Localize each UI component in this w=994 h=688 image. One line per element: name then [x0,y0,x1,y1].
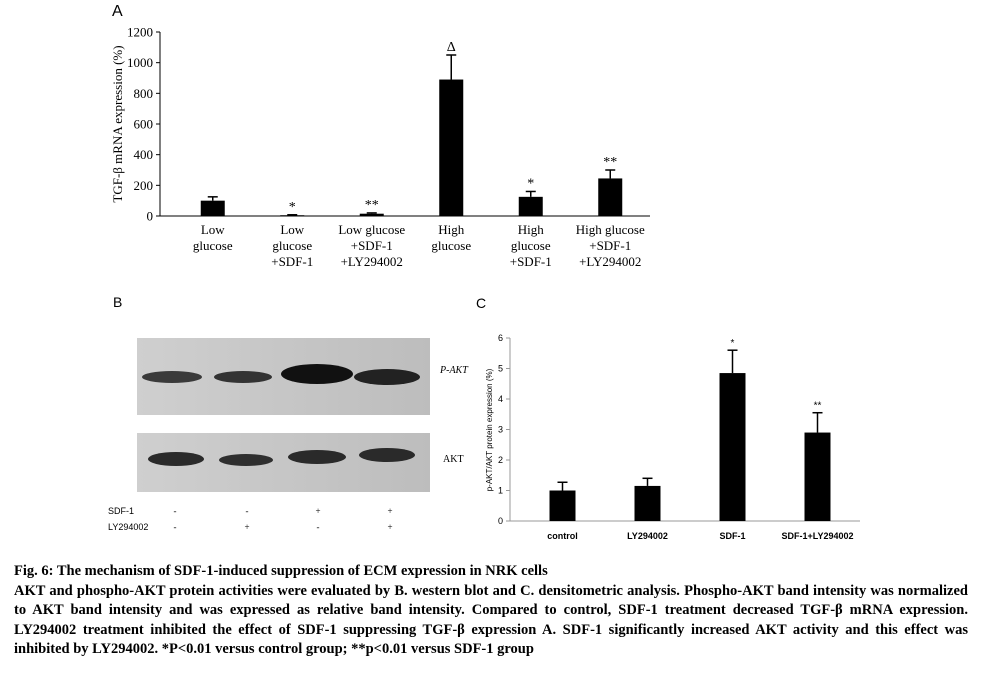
bar [549,490,576,521]
bar [200,200,225,216]
row-label: LY294002 [108,522,148,532]
x-tick-label: Low glucose [192,222,233,253]
y-tick-label: 1000 [127,55,153,70]
panel-label: C [476,295,486,311]
caption-text: AKT and phospho-AKT protein activities w… [14,582,968,658]
y-tick-label: 5 [498,364,503,374]
annotation: ** [814,401,822,412]
figure-graphics: B P-AKT AKT SDF-1 - - + + LY294002 - + - + A TGF-β … [108,3,860,532]
sign: - [246,506,249,516]
annotation: * [527,176,534,191]
sign: + [387,522,392,532]
x-tick-label: High glucose +SDF-1 [509,222,552,269]
annotation: * [731,338,735,349]
y-tick-label: 1200 [127,25,153,40]
blot-band [354,369,420,385]
bar [804,432,831,521]
sign: - [174,506,177,516]
blot-band [288,450,346,464]
y-tick-label: 800 [134,86,154,101]
y-tick-label: 6 [498,333,503,343]
caption-title: Fig. 6: The mechanism of SDF-1-induced s… [14,563,548,579]
caption: Fig. 6: The mechanism of SDF-1-induced s… [14,562,968,660]
sign: - [317,522,320,532]
sign: + [315,506,320,516]
annotation: Δ [447,40,456,55]
x-tick-label: control [547,531,578,541]
panel-label: A [112,3,123,20]
y-axis-label: p-AKT/AKT protein expression (%) [485,368,494,491]
panel-label: B [113,294,122,310]
blot-band [214,371,272,383]
y-tick-label: 0 [147,209,154,224]
bar [518,196,543,216]
x-tick-label: SDF-1+LY294002 [781,531,854,541]
band-label: AKT [443,454,464,465]
annotation: * [289,200,296,215]
y-tick-label: 1 [498,486,503,496]
sign: + [244,522,249,532]
y-tick-label: 600 [134,117,154,132]
band-label: P-AKT [439,365,469,376]
sign: - [174,522,177,532]
annotation: ** [365,198,379,213]
blot-band [148,452,204,466]
row-label: SDF-1 [108,506,134,516]
bar [280,215,305,216]
blot-band [359,448,415,462]
y-axis-label: TGF-β mRNA expression (%) [110,45,125,202]
x-tick-label: SDF-1 [719,531,746,541]
blot-band [219,454,273,466]
y-tick-label: 0 [498,516,503,526]
y-tick-label: 4 [498,394,503,404]
y-tick-label: 200 [134,178,154,193]
annotation: ** [603,155,617,170]
bar [439,79,464,217]
y-tick-label: 400 [134,147,154,162]
blot-band [142,371,202,383]
x-tick-label: Low glucose +SDF-1 [271,222,314,269]
bar [634,485,661,521]
sign: + [387,506,392,516]
x-tick-label: Low glucose +SDF-1 +LY294002 [338,222,406,269]
y-tick-label: 3 [498,425,503,435]
x-tick-label: High glucose +SDF-1 +LY294002 [575,222,645,269]
bar [359,213,384,216]
y-tick-label: 2 [498,455,503,465]
blot-band [281,364,353,384]
x-tick-label: LY294002 [627,531,668,541]
bar [719,373,746,521]
x-tick-label: High glucose [431,222,472,253]
bar [598,178,623,216]
